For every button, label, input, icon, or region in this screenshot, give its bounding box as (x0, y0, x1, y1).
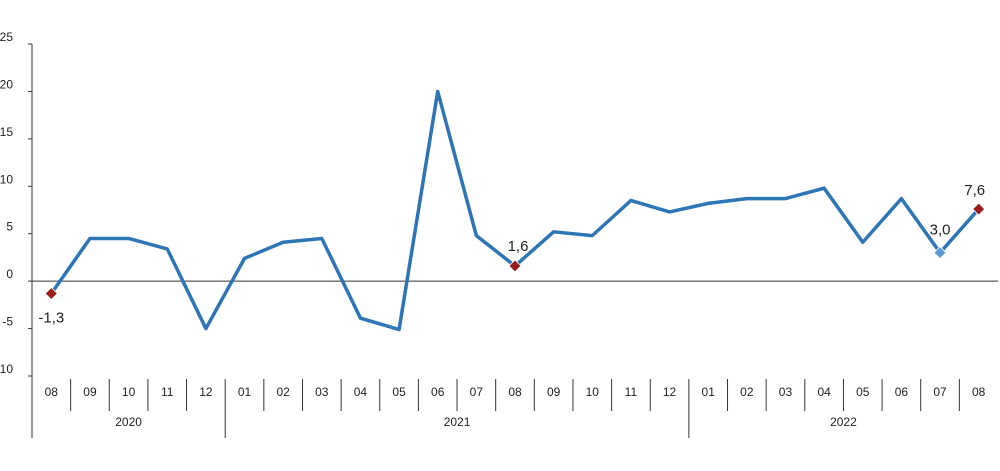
x-tick-label: 05 (856, 385, 870, 399)
x-tick-label: 01 (702, 385, 716, 399)
x-tick-label: 06 (431, 385, 445, 399)
y-tick-label: 0 (6, 267, 13, 281)
x-tick-label: 08 (508, 385, 522, 399)
y-tick-label: -10 (0, 362, 13, 376)
data-marker (44, 286, 58, 301)
x-tick-label: 07 (933, 385, 947, 399)
x-tick-label: 04 (354, 385, 368, 399)
x-year-label: 2022 (830, 415, 857, 429)
x-tick-label: 01 (238, 385, 252, 399)
x-axis: 08 09 10 11 12 01 02 03 04 05 06 07 08 09 10 11 12 01 02 03… (45, 379, 986, 438)
y-tick-label: 10 (0, 172, 13, 186)
x-tick-label: 05 (392, 385, 406, 399)
x-tick-label: 10 (122, 385, 136, 399)
y-tick-label: 20 (0, 77, 13, 91)
data-label: 7,6 (964, 182, 985, 199)
x-tick-label: 03 (315, 385, 329, 399)
data-markers (44, 202, 986, 301)
data-label: -1,3 (38, 309, 64, 326)
data-labels: -1,3 1,6 3,0 7,6 (38, 182, 985, 326)
series-line (49, 89, 981, 332)
x-tick-label: 02 (276, 385, 290, 399)
data-marker (933, 246, 947, 260)
x-tick-label: 08 (972, 385, 986, 399)
data-marker (508, 259, 522, 273)
y-axis: -10 -5 0 5 10 15 20 25 (0, 30, 33, 438)
series-lines (49, 89, 981, 332)
x-tick-label: 10 (586, 385, 600, 399)
x-tick-label: 07 (470, 385, 484, 399)
data-label: 3,0 (930, 222, 951, 239)
x-tick-label: 12 (663, 385, 677, 399)
x-tick-label: 11 (161, 385, 174, 399)
x-tick-label: 08 (45, 385, 59, 399)
y-tick-label: 15 (0, 125, 13, 139)
x-year-label: 2021 (444, 415, 471, 429)
x-tick-label: 03 (779, 385, 793, 399)
x-tick-label: 04 (817, 385, 831, 399)
x-tick-label: 02 (740, 385, 754, 399)
data-label: 1,6 (508, 238, 529, 255)
data-marker (972, 202, 986, 216)
x-tick-label: 09 (83, 385, 97, 399)
y-tick-label: 5 (6, 220, 13, 234)
y-tick-label: -5 (2, 315, 13, 329)
x-tick-label: 06 (895, 385, 909, 399)
y-tick-label: 25 (0, 30, 13, 44)
x-tick-label: 09 (547, 385, 561, 399)
x-year-label: 2020 (115, 415, 142, 429)
x-tick-label: 11 (625, 385, 638, 399)
x-tick-label: 12 (199, 385, 213, 399)
